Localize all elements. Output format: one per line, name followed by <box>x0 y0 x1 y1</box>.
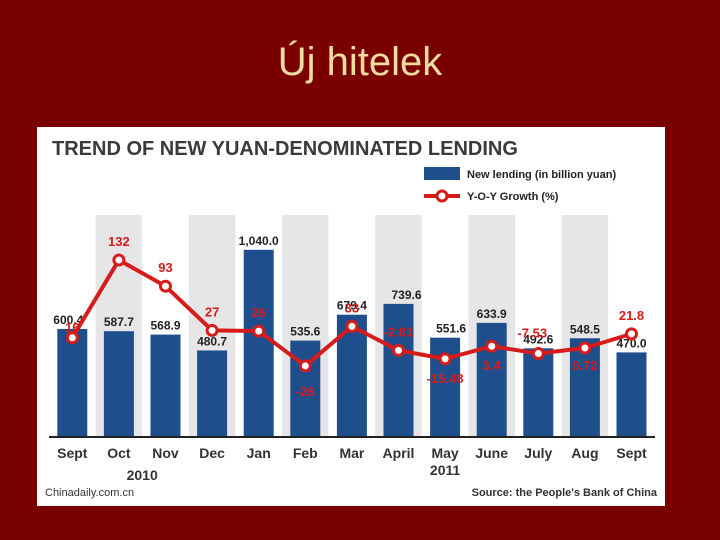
growth-value-label: 27 <box>205 304 219 319</box>
bar-value-label: 470.0 <box>616 336 646 350</box>
growth-marker <box>625 327 638 341</box>
chart-title: TREND OF NEW YUAN-DENOMINATED LENDING <box>52 138 518 160</box>
bar-value-label: 548.5 <box>570 322 600 336</box>
growth-marker <box>252 324 266 338</box>
x-tick-label: Mar <box>339 445 364 461</box>
bar-value-label: 480.7 <box>197 334 227 348</box>
growth-value-label: 0.72 <box>572 358 597 373</box>
x-tick-label: Sept <box>57 445 88 461</box>
growth-marker <box>345 319 359 333</box>
bar-sept-12 <box>616 352 647 437</box>
x-tick-label: Sept <box>616 445 647 461</box>
growth-value-label: 33 <box>345 300 359 315</box>
bar-value-label: 600.4 <box>53 313 83 327</box>
growth-marker <box>578 341 592 355</box>
growth-value-label: 16 <box>65 320 79 335</box>
x-tick-label: Jan <box>247 445 271 461</box>
x-tick-label: Dec <box>199 445 225 461</box>
bar-value-label: 739.6 <box>391 288 421 302</box>
growth-marker <box>205 323 219 337</box>
lending-chart: TREND OF NEW YUAN-DENOMINATED LENDING Ne… <box>45 138 658 499</box>
bar-value-label: 535.6 <box>290 325 320 339</box>
year-label-2010: 2010 <box>127 467 158 483</box>
x-tick-label: Feb <box>293 445 318 461</box>
growth-value-label: 3.4 <box>483 358 502 373</box>
growth-marker <box>485 339 499 353</box>
growth-marker <box>392 343 405 357</box>
growth-marker <box>438 352 452 366</box>
bar-value-label: 587.7 <box>104 315 134 329</box>
source-left: Chinadaily.com.cn <box>45 487 134 499</box>
growth-marker <box>159 279 172 293</box>
bar-aug-11 <box>569 338 600 437</box>
year-label-2011: 2011 <box>430 462 461 478</box>
legend-line-marker <box>435 189 449 203</box>
growth-value-label: -7.53 <box>517 326 547 341</box>
x-tick-label: July <box>524 445 552 461</box>
bar-value-label: 551.6 <box>436 322 466 336</box>
legend-bar-label: New lending (in billion yuan) <box>467 169 616 181</box>
bar-nov-2 <box>150 334 181 437</box>
slide-title: Új hitelek <box>277 40 443 84</box>
bar-value-label: 679.4 <box>337 299 367 313</box>
legend: New lending (in billion yuan) Y-O-Y Grow… <box>424 167 616 203</box>
growth-marker <box>65 331 79 345</box>
x-tick-label: Aug <box>571 445 598 461</box>
bar-value-label: 568.9 <box>150 319 180 333</box>
x-tick-label: Oct <box>107 445 131 461</box>
bar-sept-0 <box>57 328 88 437</box>
growth-value-label: -26 <box>296 384 315 399</box>
x-tick-label: June <box>475 445 508 461</box>
x-tick-label: April <box>383 445 415 461</box>
growth-value-label: 132 <box>108 234 130 249</box>
growth-value-label: -2.81 <box>384 324 414 339</box>
growth-marker <box>298 359 312 373</box>
bar-dec-3 <box>197 350 228 437</box>
bar-jan-4 <box>243 249 274 437</box>
bar-oct-1 <box>103 331 134 437</box>
growth-value-label: 21.8 <box>619 308 644 323</box>
bar-value-label: 492.6 <box>523 332 553 346</box>
growth-value-label: -15.48 <box>427 371 464 386</box>
bar-april-7 <box>383 303 414 437</box>
x-tick-label: Nov <box>152 445 179 461</box>
bar-value-label: 1,040.0 <box>239 234 279 248</box>
growth-value-label: 93 <box>158 260 172 275</box>
bar-july-10 <box>523 348 554 437</box>
bar-value-label: 633.9 <box>477 307 507 321</box>
growth-marker <box>531 347 545 361</box>
legend-line-label: Y-O-Y Growth (%) <box>467 191 559 203</box>
x-tick-label: May <box>431 445 458 461</box>
legend-bar-swatch <box>424 167 460 180</box>
growth-value-label: 26 <box>251 305 265 320</box>
source-right: Source: the People's Bank of China <box>472 487 658 499</box>
growth-marker <box>112 253 126 267</box>
chart-panel: TREND OF NEW YUAN-DENOMINATED LENDING Ne… <box>37 127 665 506</box>
